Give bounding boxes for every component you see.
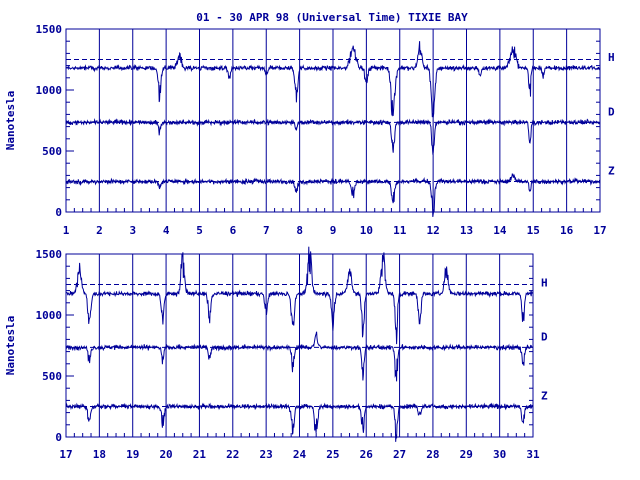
series-h-line	[65, 246, 534, 345]
series-label-z: Z	[608, 165, 615, 178]
series-label-h: H	[541, 277, 548, 290]
x-tick-label: 2	[96, 224, 103, 237]
x-tick-label: 25	[326, 448, 339, 461]
x-tick-label: 13	[460, 224, 473, 237]
y-tick-label: 1000	[36, 309, 63, 322]
x-tick-label: 31	[526, 448, 540, 461]
x-tick-label: 12	[427, 224, 440, 237]
x-tick-label: 16	[560, 224, 574, 237]
x-tick-label: 15	[527, 224, 540, 237]
x-tick-label: 28	[426, 448, 439, 461]
x-tick-label: 23	[260, 448, 273, 461]
x-tick-label: 10	[360, 224, 373, 237]
x-tick-label: 24	[293, 448, 307, 461]
y-tick-label: 1500	[36, 23, 63, 36]
x-tick-label: 8	[296, 224, 303, 237]
x-tick-label: 1	[63, 224, 70, 237]
series-label-d: D	[608, 105, 615, 118]
x-tick-label: 6	[230, 224, 237, 237]
series-label-h: H	[608, 51, 615, 64]
x-tick-label: 9	[330, 224, 337, 237]
x-tick-label: 17	[59, 448, 72, 461]
series-label-z: Z	[541, 390, 548, 403]
x-tick-label: 3	[129, 224, 136, 237]
x-tick-label: 21	[193, 448, 207, 461]
x-tick-label: 27	[393, 448, 406, 461]
y-tick-label: 1000	[36, 84, 63, 97]
y-tick-label: 1500	[36, 248, 63, 261]
x-tick-label: 30	[493, 448, 506, 461]
y-tick-label: 0	[55, 206, 62, 219]
series-d-line	[65, 331, 534, 382]
series-h-line	[65, 41, 601, 118]
chart-title: 01 - 30 APR 98 (Universal Time) TIXIE BA…	[196, 11, 468, 24]
x-tick-label: 22	[226, 448, 239, 461]
x-tick-label: 4	[163, 224, 170, 237]
series-z-line	[65, 402, 534, 442]
y-tick-label: 0	[55, 431, 62, 444]
y-axis-label: Nanotesla	[4, 316, 17, 376]
series-label-d: D	[541, 330, 548, 343]
x-tick-label: 14	[493, 224, 507, 237]
series-z-line	[65, 173, 601, 217]
x-tick-label: 26	[360, 448, 374, 461]
x-tick-label: 19	[126, 448, 139, 461]
x-tick-label: 11	[393, 224, 407, 237]
series-d-line	[65, 117, 601, 156]
x-tick-label: 7	[263, 224, 270, 237]
x-tick-label: 20	[159, 448, 172, 461]
x-tick-label: 5	[196, 224, 203, 237]
x-tick-label: 17	[593, 224, 606, 237]
y-tick-label: 500	[42, 145, 62, 158]
x-tick-label: 18	[93, 448, 106, 461]
y-axis-label: Nanotesla	[4, 91, 17, 151]
x-tick-label: 29	[460, 448, 473, 461]
panel-bottom: 17 18 19 20 21 22 23 24 25 26 27 28 29 30 31 0 500 1000 15…	[4, 246, 548, 461]
y-tick-label: 500	[42, 370, 62, 383]
panel-top: 1 2 3 4 5 6 7 8 9 10 11 12 13 14 15 16 17050010001500Nan…	[4, 23, 615, 237]
